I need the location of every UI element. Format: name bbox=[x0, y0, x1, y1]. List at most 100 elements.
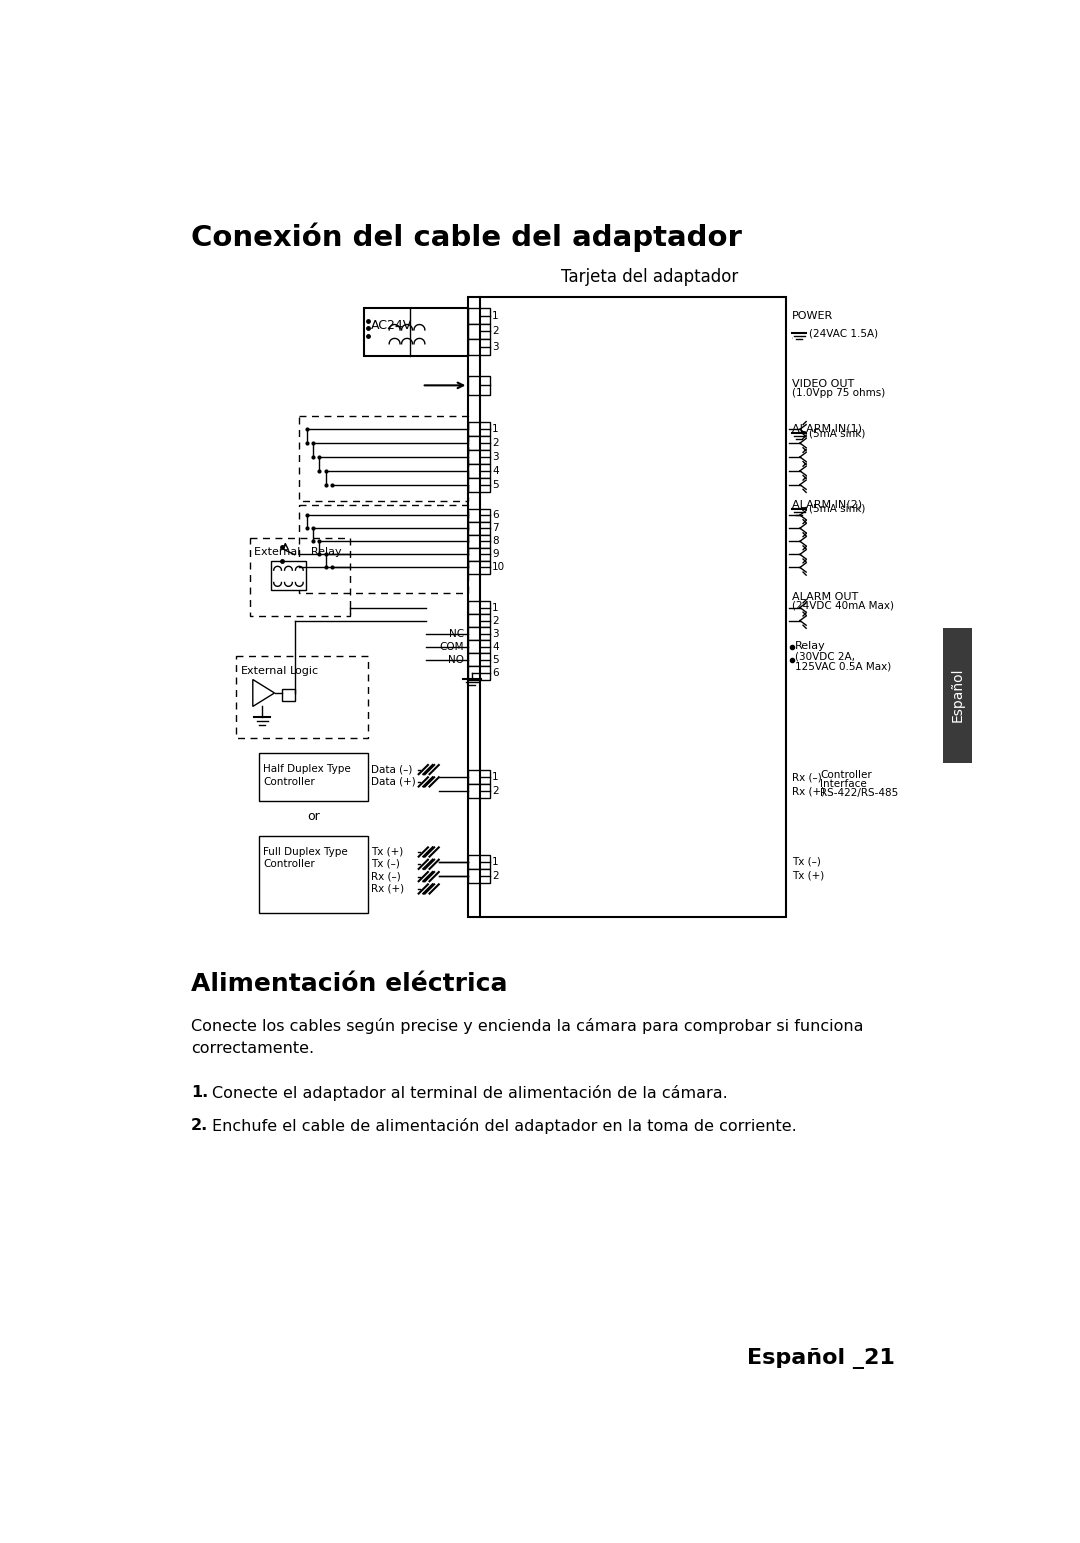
Text: External: External bbox=[241, 665, 287, 676]
Text: 8: 8 bbox=[492, 537, 499, 546]
Text: Tarjeta del adaptador: Tarjeta del adaptador bbox=[562, 268, 739, 287]
Polygon shape bbox=[469, 478, 490, 492]
Polygon shape bbox=[469, 869, 490, 883]
Polygon shape bbox=[259, 753, 367, 801]
Text: Español _21: Español _21 bbox=[746, 1349, 894, 1369]
Text: 1.: 1. bbox=[191, 1085, 208, 1100]
Text: (1.0Vpp 75 ohms): (1.0Vpp 75 ohms) bbox=[793, 389, 886, 398]
Text: 125VAC 0.5A Max): 125VAC 0.5A Max) bbox=[795, 662, 892, 671]
Text: Rx (–): Rx (–) bbox=[372, 872, 401, 881]
Text: 6: 6 bbox=[492, 511, 499, 520]
Text: 1: 1 bbox=[492, 773, 499, 782]
Text: Controller: Controller bbox=[262, 859, 314, 869]
Text: 3: 3 bbox=[492, 628, 499, 639]
Text: 1: 1 bbox=[492, 856, 499, 867]
Text: 3: 3 bbox=[492, 452, 499, 461]
Text: Rx (–): Rx (–) bbox=[793, 773, 822, 782]
Polygon shape bbox=[469, 653, 490, 667]
Text: 2: 2 bbox=[492, 616, 499, 625]
Polygon shape bbox=[469, 437, 490, 451]
Text: Relay: Relay bbox=[795, 640, 826, 651]
Polygon shape bbox=[469, 339, 490, 355]
Text: ALARM IN(1): ALARM IN(1) bbox=[793, 424, 862, 434]
Text: Controller: Controller bbox=[262, 776, 314, 787]
Text: 2.: 2. bbox=[191, 1119, 208, 1134]
Text: COM: COM bbox=[440, 642, 464, 651]
Text: Tx (+): Tx (+) bbox=[793, 870, 824, 881]
Text: (24VAC 1.5A): (24VAC 1.5A) bbox=[809, 329, 878, 338]
Polygon shape bbox=[943, 628, 972, 762]
Polygon shape bbox=[271, 562, 306, 589]
Text: ALARM OUT: ALARM OUT bbox=[793, 591, 859, 602]
Text: 1: 1 bbox=[492, 424, 499, 434]
Text: (5mA sink): (5mA sink) bbox=[809, 503, 866, 514]
Text: (5mA sink): (5mA sink) bbox=[809, 427, 866, 438]
Polygon shape bbox=[469, 614, 490, 626]
Text: Enchufe el cable de alimentación del adaptador en la toma de corriente.: Enchufe el cable de alimentación del ada… bbox=[213, 1119, 797, 1134]
Text: (30VDC 2A,: (30VDC 2A, bbox=[795, 651, 855, 662]
Text: 6: 6 bbox=[492, 668, 499, 677]
Text: Interface: Interface bbox=[820, 779, 867, 788]
Text: 2: 2 bbox=[492, 785, 499, 796]
Polygon shape bbox=[469, 626, 490, 640]
Text: External   Relay: External Relay bbox=[255, 548, 342, 557]
Text: or: or bbox=[307, 810, 320, 822]
Polygon shape bbox=[469, 451, 490, 464]
Text: 5: 5 bbox=[492, 480, 499, 489]
Polygon shape bbox=[469, 562, 490, 574]
Polygon shape bbox=[469, 640, 490, 653]
Polygon shape bbox=[469, 464, 490, 478]
Text: 7: 7 bbox=[492, 523, 499, 534]
Polygon shape bbox=[469, 784, 490, 798]
Text: 10: 10 bbox=[492, 563, 505, 572]
Polygon shape bbox=[469, 324, 490, 339]
Text: Alimentación eléctrica: Alimentación eléctrica bbox=[191, 972, 508, 997]
Polygon shape bbox=[253, 679, 274, 707]
Polygon shape bbox=[282, 688, 295, 701]
Polygon shape bbox=[469, 667, 490, 679]
Text: 5: 5 bbox=[492, 654, 499, 665]
Text: Tx (–): Tx (–) bbox=[793, 856, 821, 867]
Text: 3: 3 bbox=[492, 343, 499, 352]
Text: Tx (+): Tx (+) bbox=[372, 847, 404, 856]
Text: NO: NO bbox=[448, 654, 464, 665]
Text: Rx (+): Rx (+) bbox=[793, 785, 825, 796]
Text: Conecte el adaptador al terminal de alimentación de la cámara.: Conecte el adaptador al terminal de alim… bbox=[213, 1085, 728, 1100]
Text: VIDEO OUT: VIDEO OUT bbox=[793, 380, 854, 389]
Polygon shape bbox=[469, 423, 490, 437]
Text: Conecte los cables según precise y encienda la cámara para comprobar si funciona: Conecte los cables según precise y encie… bbox=[191, 1018, 863, 1055]
Polygon shape bbox=[364, 309, 469, 356]
Polygon shape bbox=[469, 376, 490, 395]
Polygon shape bbox=[259, 836, 367, 913]
Text: Tx (–): Tx (–) bbox=[372, 859, 401, 869]
Text: Español: Español bbox=[950, 668, 964, 722]
Text: ALARM IN(2): ALARM IN(2) bbox=[793, 500, 862, 509]
Text: 9: 9 bbox=[492, 549, 499, 560]
Text: 2: 2 bbox=[492, 870, 499, 881]
Text: Full Duplex Type: Full Duplex Type bbox=[262, 847, 348, 856]
Text: NC: NC bbox=[449, 628, 464, 639]
Text: Rx (+): Rx (+) bbox=[372, 884, 405, 893]
Text: Data (–): Data (–) bbox=[372, 764, 413, 775]
Polygon shape bbox=[469, 855, 490, 869]
Text: Controller: Controller bbox=[820, 770, 872, 779]
Text: 2: 2 bbox=[492, 438, 499, 447]
Polygon shape bbox=[469, 535, 490, 548]
Text: 1: 1 bbox=[492, 602, 499, 613]
Polygon shape bbox=[469, 309, 490, 324]
Polygon shape bbox=[469, 296, 786, 917]
Text: 4: 4 bbox=[492, 642, 499, 651]
Text: Conexión del cable del adaptador: Conexión del cable del adaptador bbox=[191, 222, 742, 252]
Polygon shape bbox=[469, 522, 490, 535]
Text: Data (+): Data (+) bbox=[372, 776, 416, 787]
Text: RS-422/RS-485: RS-422/RS-485 bbox=[820, 788, 899, 798]
Polygon shape bbox=[469, 600, 490, 614]
Polygon shape bbox=[469, 509, 490, 522]
Polygon shape bbox=[469, 770, 490, 784]
Text: 2: 2 bbox=[492, 327, 499, 336]
Text: 1: 1 bbox=[492, 312, 499, 321]
Text: AC24V: AC24V bbox=[372, 319, 413, 332]
Text: 4: 4 bbox=[492, 466, 499, 475]
Polygon shape bbox=[469, 548, 490, 562]
Text: (24VDC 40mA Max): (24VDC 40mA Max) bbox=[793, 600, 894, 611]
